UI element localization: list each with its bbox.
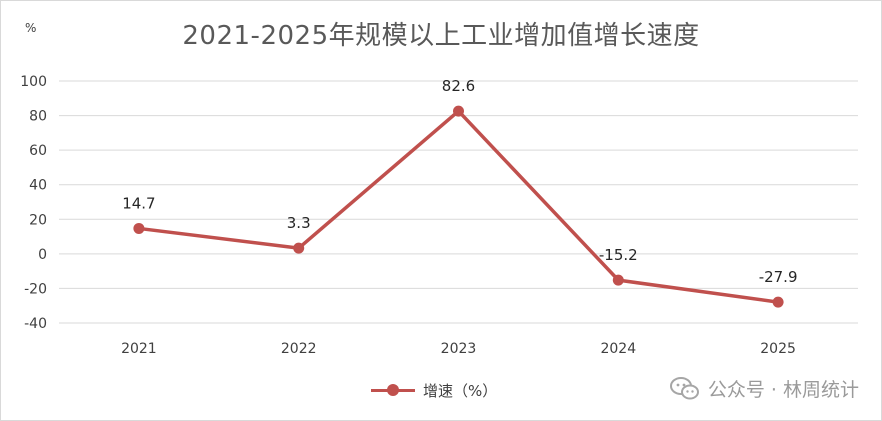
x-tick-label: 2022 — [281, 341, 317, 357]
data-labels: 14.7 3.3 82.6 -15.2 -27.9 — [122, 77, 797, 286]
y-tick-label: 100 — [20, 74, 47, 90]
y-tick-label: -40 — [24, 316, 47, 332]
data-point — [453, 105, 464, 117]
data-label: -27.9 — [759, 268, 798, 286]
y-tick-label: 20 — [29, 212, 47, 228]
y-tick-label: 60 — [29, 143, 47, 159]
x-tick-labels: 2021 2022 2023 2024 2025 — [121, 341, 796, 357]
y-tick-label: 80 — [29, 109, 47, 125]
y-tick-labels: 100 80 60 40 20 0 -20 -40 — [20, 74, 47, 332]
legend-label: 增速（%） — [423, 381, 498, 400]
data-point — [612, 274, 624, 286]
y-unit-label: % — [25, 21, 37, 35]
x-tick-label: 2023 — [441, 341, 477, 357]
legend: 增速（%） — [371, 380, 497, 400]
data-label: 82.6 — [442, 77, 475, 95]
data-point — [772, 296, 784, 308]
x-tick-label: 2025 — [760, 341, 796, 357]
series-line — [138, 109, 779, 304]
y-tick-label: 0 — [38, 247, 47, 263]
chart-title: 2021-2025年规模以上工业增加值增长速度 — [182, 21, 700, 51]
series-layer — [133, 105, 784, 308]
data-point — [293, 242, 305, 254]
x-tick-label: 2024 — [600, 341, 636, 357]
watermark-text: 公众号 · 林周统计 — [707, 379, 859, 401]
data-label: -15.2 — [599, 246, 638, 264]
y-tick-label: 40 — [29, 178, 47, 194]
y-tick-label: -20 — [24, 281, 47, 297]
data-label: 3.3 — [287, 214, 311, 232]
x-tick-label: 2021 — [121, 341, 157, 357]
legend-line-marker — [371, 380, 415, 400]
data-label: 14.7 — [122, 194, 155, 212]
watermark: 公众号 · 林周统计 — [669, 375, 859, 402]
wechat-icon — [669, 376, 699, 399]
data-point — [133, 222, 145, 234]
gridlines — [59, 80, 858, 324]
